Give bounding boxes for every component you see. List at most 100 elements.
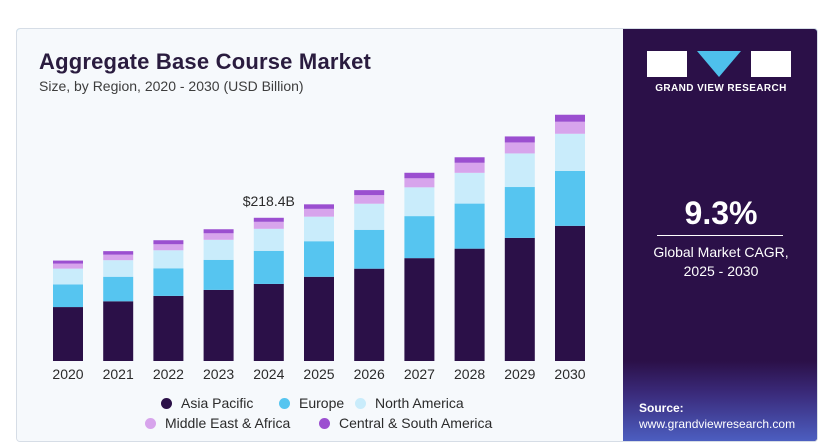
brand-panel: GRAND VIEW RESEARCH 9.3% Global Market C… [623,29,817,441]
bar-segment-2028-3 [454,162,485,173]
legend-label: Central & South America [339,415,493,431]
legend-item-0: Asia Pacific [161,395,253,411]
bar-segment-2020-0 [53,307,83,361]
bar-segment-2023-4 [203,229,234,234]
bar-segment-2028-4 [454,157,485,163]
bar-segment-2021-3 [103,254,134,261]
logo-chevron-icon [697,51,741,77]
bar-segment-2030-2 [555,133,585,171]
x-tick-label-2026: 2026 [354,366,385,382]
legend-swatch-icon [355,397,366,409]
bar-segment-2023-2 [203,239,234,260]
bar-segment-2030-0 [555,225,585,361]
bar-segment-2021-2 [103,260,134,277]
source-label: Source: [639,401,684,415]
bar-segment-2024-2 [253,228,284,251]
cagr-value: 9.3% [684,195,758,231]
x-tick-label-2027: 2027 [404,366,435,382]
x-tick-label-2020: 2020 [52,366,83,382]
bar-segment-2025-0 [304,276,334,361]
x-tick-label-2022: 2022 [153,366,184,382]
bar-segment-2020-3 [53,263,83,269]
bar-segment-2030-4 [555,114,585,122]
legend-label: North America [375,395,464,411]
bar-segment-2022-4 [153,240,184,245]
bar-segment-2025-2 [304,216,334,242]
source-url: www.grandviewresearch.com [639,417,796,431]
legend-item-1: Europe [279,395,344,411]
source-band [623,361,817,441]
bar-segment-2025-4 [304,204,334,209]
legend-label: Asia Pacific [181,395,254,411]
cagr-divider [657,235,783,236]
x-tick-label-2029: 2029 [504,366,535,382]
legend-item-3: Middle East & Africa [145,415,290,431]
legend-swatch-icon [279,397,290,409]
x-tick-label-2021: 2021 [103,366,134,382]
bar-segment-2029-4 [504,136,535,143]
bar-segment-2026-0 [354,268,385,361]
bar-segment-2027-1 [404,216,435,259]
chart-panel: Aggregate Base Course Market Size, by Re… [17,29,623,441]
chart-title: Aggregate Base Course Market [39,49,372,74]
bar-segment-2023-0 [203,289,234,361]
bar-segment-2022-0 [153,295,184,361]
bar-segment-2029-1 [504,187,535,238]
x-tick-label-2025: 2025 [303,366,334,382]
bar-segment-2030-3 [555,121,585,134]
legend-label: Middle East & Africa [165,415,291,431]
bar-segment-2028-0 [454,248,485,361]
bar-segment-2026-3 [354,195,385,204]
chart-card: Aggregate Base Course Market Size, by Re… [16,28,818,442]
grand-view-research-logo [647,51,797,77]
bar-segment-2022-1 [153,268,184,296]
bar-segment-2022-3 [153,244,184,251]
bar-segment-2021-1 [103,276,134,302]
cagr-label-line2: 2025 - 2030 [683,263,759,279]
brand-name: GRAND VIEW RESEARCH [655,83,787,94]
bar-segment-2029-0 [504,237,535,361]
bar-segment-2030-1 [555,170,585,226]
cagr-label: Global Market CAGR, 2025 - 2030 [623,243,817,281]
bar-segment-2028-1 [454,203,485,249]
bar-segment-2024-1 [253,250,284,284]
bar-segment-2028-2 [454,172,485,204]
legend-item-2: North America [355,395,464,411]
bar-segment-2026-4 [354,190,385,196]
x-tick-label-2030: 2030 [554,366,585,382]
x-tick-label-2024: 2024 [253,366,284,382]
bar-segment-2021-0 [103,301,134,361]
bar-segment-2024-3 [253,221,284,229]
bar-segment-2024-0 [253,283,284,361]
bar-segment-2024-4 [253,217,284,222]
bar-segment-2023-1 [203,259,234,290]
bar-segment-2026-1 [354,229,385,269]
bar-segment-2027-3 [404,178,435,188]
legend-item-4: Central & South America [319,415,492,431]
x-tick-label-2028: 2028 [454,366,485,382]
bar-annotation-2024: $218.4B [243,193,295,209]
bar-segment-2020-4 [53,260,83,264]
bar-segment-2025-1 [304,241,334,277]
chart-subtitle: Size, by Region, 2020 - 2030 (USD Billio… [39,78,304,94]
bar-segment-2026-2 [354,203,385,230]
bar-segment-2020-2 [53,268,83,285]
bar-segment-2025-3 [304,208,334,217]
bar-segment-2029-3 [504,142,535,154]
bar-segment-2027-2 [404,187,435,217]
legend-swatch-icon [161,397,172,409]
bar-segment-2022-2 [153,250,184,269]
legend-swatch-icon [145,417,156,429]
bar-segment-2029-2 [504,153,535,188]
logo-block-g [647,51,687,77]
cagr-label-line1: Global Market CAGR, [653,244,789,260]
bar-segment-2027-4 [404,172,435,179]
bar-segment-2020-1 [53,284,83,308]
x-tick-label-2023: 2023 [203,366,234,382]
legend-swatch-icon [319,417,330,429]
bar-segment-2021-4 [103,251,134,255]
stacked-bar-chart: 2020 2021 2022 2023 2024 $218.4B 2025 2026 2027 2… [52,114,586,382]
legend-label: Europe [299,395,345,411]
bar-segment-2027-0 [404,258,435,361]
logo-block-r [751,51,791,77]
